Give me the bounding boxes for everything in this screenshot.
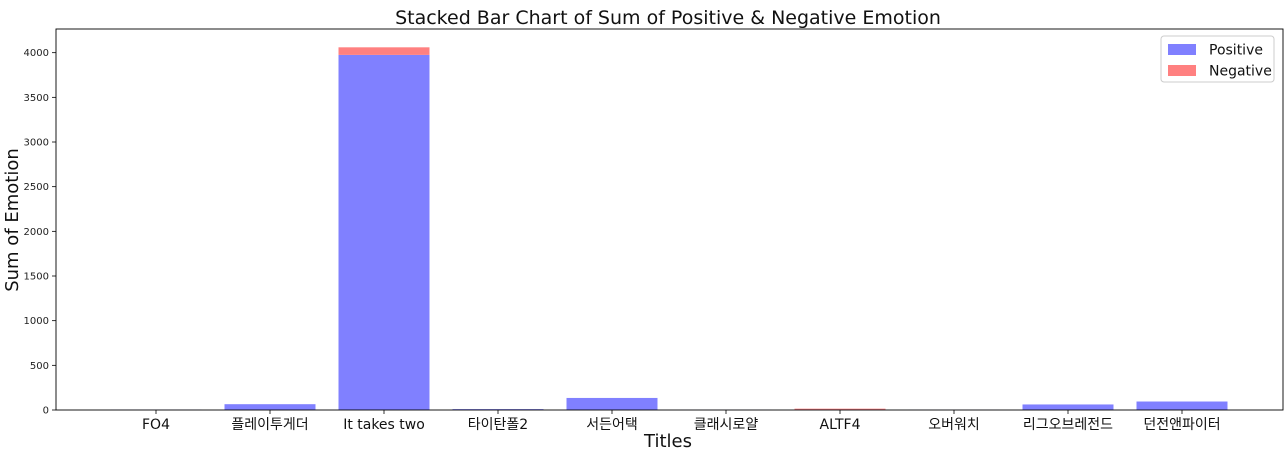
x-tick-label: 플레이투게더 — [231, 417, 308, 433]
legend: Positive Negative — [1160, 35, 1275, 83]
x-tick-label: 던전앤파이터 — [1143, 417, 1220, 433]
y-tick-label: 500 — [30, 361, 49, 372]
bar-negative — [338, 47, 430, 55]
y-tick-label: 3000 — [24, 138, 49, 149]
x-tick-label: 리그오브레전드 — [1023, 417, 1113, 433]
bar-positive — [566, 397, 658, 410]
bar-positive — [338, 54, 430, 410]
x-tick-label: It takes two — [343, 417, 425, 433]
y-tick-label: 0 — [43, 406, 49, 417]
x-tick-label: ALTF4 — [820, 417, 861, 433]
x-tick-label: 타이탄폴2 — [468, 417, 528, 433]
y-tick-label: 3500 — [24, 93, 49, 104]
y-tick-label: 1500 — [24, 272, 49, 283]
legend-swatch-negative — [1168, 65, 1196, 76]
bar-negative — [794, 408, 886, 410]
bar-positive — [224, 404, 316, 410]
bar-positive — [1136, 401, 1228, 410]
legend-label-positive: Positive — [1209, 43, 1263, 59]
legend-swatch-positive — [1168, 44, 1196, 55]
x-tick-label: FO4 — [142, 417, 170, 433]
y-tick-label: 2000 — [24, 227, 49, 238]
legend-label-negative: Negative — [1209, 64, 1272, 80]
x-tick-label: 오버워치 — [928, 417, 980, 433]
plot-frame — [55, 28, 1284, 411]
y-tick-label: 2500 — [24, 182, 49, 193]
y-tick-label: 4000 — [24, 48, 49, 59]
x-tick-label: 서든어택 — [586, 417, 638, 433]
bar-positive — [1022, 404, 1114, 410]
plot-area: 0 500 1000 1500 2000 2500 3000 3500 4000 FO4 플레이투게… — [24, 28, 1284, 433]
chart-title: Stacked Bar Chart of Sum of Positive & N… — [395, 7, 941, 29]
y-axis-label: Sum of Emotion — [2, 148, 23, 292]
x-axis-label: Titles — [643, 431, 692, 452]
x-tick-label: 클래시로얄 — [694, 416, 759, 433]
y-tick-label: 1000 — [24, 316, 49, 327]
